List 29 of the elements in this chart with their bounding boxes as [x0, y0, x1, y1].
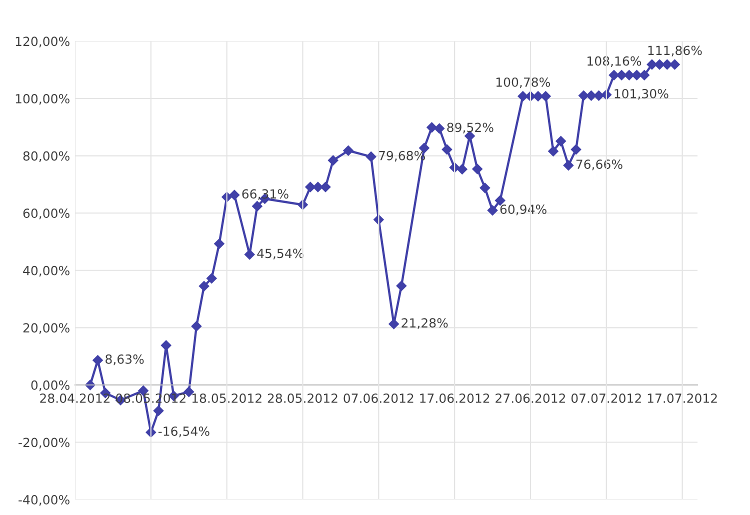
annotation: 89,52% [447, 122, 494, 134]
y-tick-label: 40,00% [23, 266, 70, 277]
annotation: 21,28% [402, 318, 448, 329]
annotation: 60,94% [500, 204, 546, 216]
annotation: 8,63% [106, 354, 144, 366]
annotation: 108,16% [588, 56, 642, 68]
annotation: 76,66% [576, 160, 622, 170]
x-tick-label: 07.07.2012 [571, 394, 641, 403]
y-tick-label: -20,00% [18, 438, 70, 448]
annotation: 100,78% [496, 77, 550, 88]
y-tick-label: 80,00% [23, 151, 70, 162]
annotation: 111,86% [648, 46, 702, 56]
x-tick-label: 18.05.2012 [192, 394, 262, 403]
annotation: -16,54% [158, 426, 210, 438]
x-tick-label: 07.06.2012 [344, 394, 414, 403]
x-tick-label: 17.07.2012 [648, 394, 717, 403]
y-tick-label: 60,00% [23, 208, 70, 220]
y-tick-label: 0,00% [31, 380, 70, 392]
y-tick-label: -40,00% [18, 495, 70, 506]
y-tick-label: 20,00% [23, 323, 70, 334]
y-tick-label: 120,00% [16, 36, 70, 48]
annotation: 66,31% [242, 189, 288, 200]
x-tick-label: 28.04.2012 [40, 394, 110, 403]
x-tick-label: 17.06.2012 [420, 394, 490, 403]
y-tick-label: 100,00% [16, 94, 70, 105]
annotation: 101,30% [614, 88, 668, 100]
annotation: 45,54% [257, 248, 304, 260]
x-tick-label: 28.05.2012 [268, 394, 338, 403]
x-tick-label: 27.06.2012 [496, 394, 566, 403]
